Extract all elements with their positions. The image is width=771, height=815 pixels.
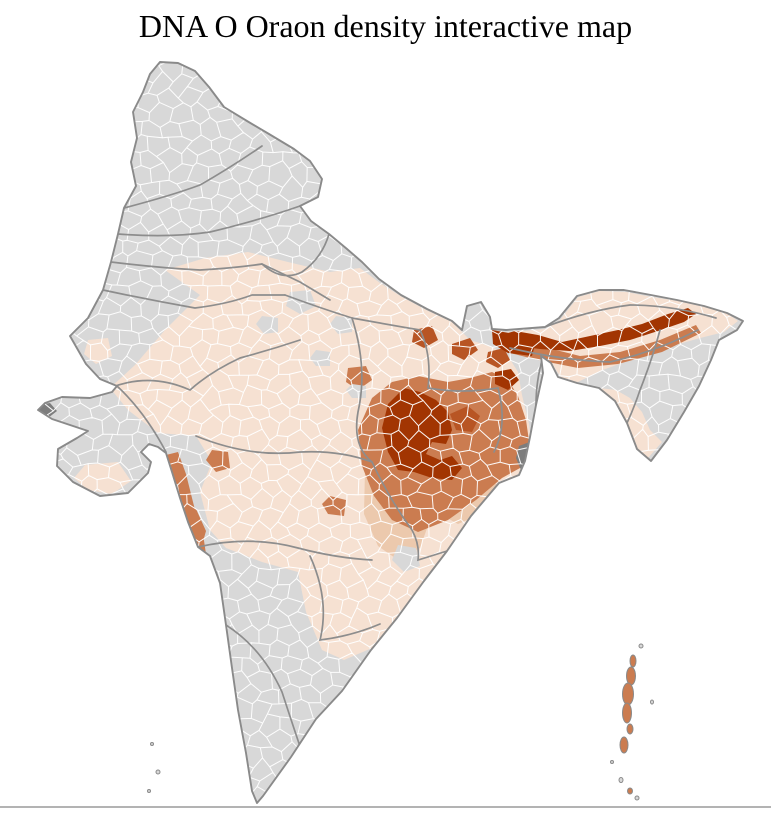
island[interactable] [150, 742, 154, 746]
island[interactable] [634, 795, 640, 801]
page-title: DNA O Oraon density interactive map [138, 8, 633, 44]
island[interactable] [627, 787, 633, 795]
state-borders [102, 145, 717, 771]
density-region-high[interactable] [412, 326, 510, 432]
island[interactable] [147, 789, 151, 793]
density-region-very_high[interactable] [382, 388, 462, 480]
islands[interactable] [147, 643, 654, 801]
island[interactable] [629, 654, 637, 668]
density-region-very_low[interactable] [599, 388, 662, 458]
island[interactable] [622, 682, 634, 706]
island[interactable] [650, 699, 654, 705]
island[interactable] [638, 643, 644, 649]
island[interactable] [618, 777, 624, 783]
island[interactable] [622, 702, 632, 724]
island[interactable] [626, 666, 636, 686]
bottom-divider [0, 806, 771, 808]
density-region-medium[interactable] [358, 372, 530, 532]
density-region-no_data[interactable] [256, 290, 420, 572]
coastline [37, 61, 744, 804]
density-region-very_low[interactable] [74, 308, 248, 494]
island[interactable] [155, 769, 161, 775]
island[interactable] [610, 760, 614, 764]
island[interactable] [626, 723, 634, 735]
island[interactable] [619, 736, 629, 754]
